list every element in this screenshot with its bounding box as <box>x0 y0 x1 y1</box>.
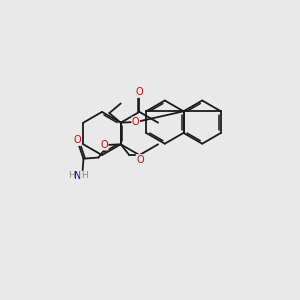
Text: O: O <box>136 87 143 98</box>
Text: O: O <box>132 117 140 127</box>
Text: H: H <box>68 171 75 180</box>
Text: N: N <box>74 171 81 181</box>
Text: O: O <box>136 154 144 165</box>
Text: O: O <box>100 140 108 150</box>
Text: H: H <box>81 171 88 180</box>
Text: O: O <box>74 135 81 146</box>
